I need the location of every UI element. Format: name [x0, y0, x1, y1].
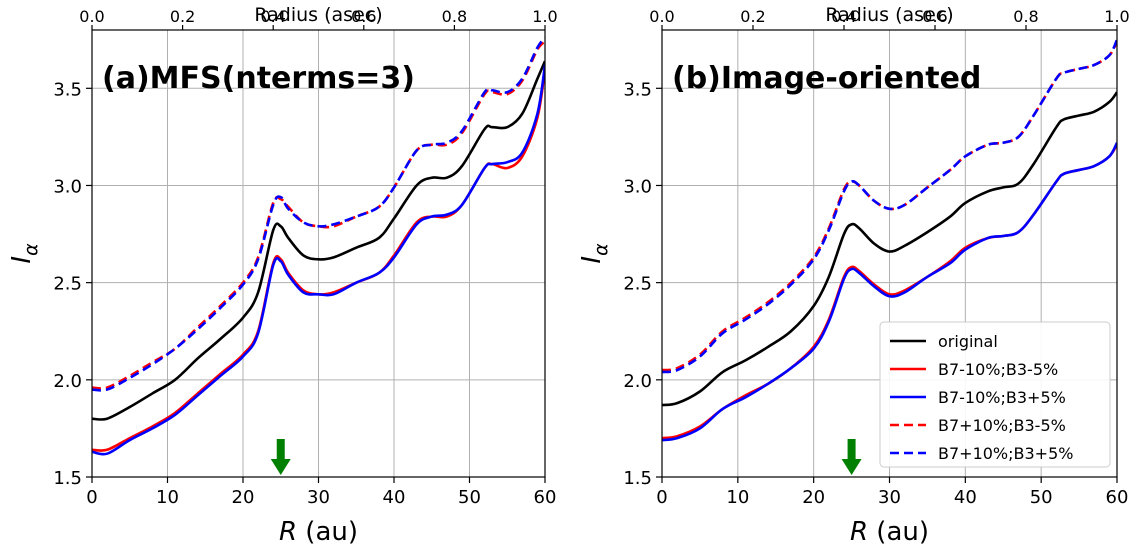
x-axis-label-unit: (au): [868, 517, 929, 547]
y-tick-label: 2.0: [53, 371, 82, 392]
x-tick-label: 50: [1030, 487, 1053, 508]
x-axis-label-unit: (au): [297, 517, 358, 547]
arrow-marker-a: [270, 439, 291, 475]
top-x-tick-label: 1.0: [532, 7, 557, 26]
top-x-tick-label: 0.8: [442, 7, 467, 26]
x-tick-label: 40: [954, 487, 977, 508]
arrow-shaft: [847, 439, 856, 461]
panel-a: 0 10 20 30 40 50 60 1.5 2.0 2.5 3.0 3.5 0.0 0.2 0.4 0.6…: [7, 4, 558, 547]
top-x-tick-label: 0.2: [740, 7, 765, 26]
x-tick-label: 20: [232, 487, 255, 508]
arrow-head: [270, 459, 291, 475]
top-axis-label-a: Radius (asec): [254, 4, 382, 26]
x-axis-label-b: R (au): [850, 517, 929, 547]
y-axis-label-b: Iα: [577, 243, 612, 264]
panel-title-b: (b)Image-oriented: [672, 61, 981, 96]
legend-label-3: B7-10%;B3+5%: [938, 388, 1066, 407]
y-tick-label: 1.5: [53, 468, 82, 489]
y-axis-label-a: Iα: [7, 243, 42, 264]
y-axis-label-symbol: I: [577, 256, 607, 264]
x-tick-label: 0: [656, 487, 667, 508]
x-axis-label-symbol: R: [850, 517, 868, 547]
series-group-a: [92, 36, 545, 456]
arrow-head: [841, 459, 862, 475]
series-line-3: [662, 142, 1117, 442]
panel-b: 0 10 20 30 40 50 60 1.5 2.0 2.5 3.0 3.5 0.0 0.2 0.4 0.6…: [577, 4, 1130, 547]
x-tick-label: 40: [383, 487, 406, 508]
top-x-tick-label: 0.6: [351, 7, 376, 26]
x-axis-label-a: R (au): [279, 517, 358, 547]
top-x-tick-label: 0.0: [79, 7, 104, 26]
x-tick-label: 60: [1106, 487, 1129, 508]
x-tick-label: 0: [86, 487, 97, 508]
series-line-3: [92, 64, 545, 456]
y-tick-label: 2.5: [623, 274, 652, 295]
y-tick-label: 2.5: [53, 274, 82, 295]
top-x-tick-label: 1.0: [1104, 7, 1129, 26]
series-group-b: [662, 39, 1117, 442]
top-axis-label-b: Radius (asec): [825, 4, 953, 26]
series-line-5: [662, 39, 1117, 374]
legend-label-4: B7+10%;B3-5%: [938, 416, 1066, 435]
arrow-marker-b: [841, 439, 862, 475]
top-x-tick-label: 0.6: [922, 7, 947, 26]
top-x-tick-label: 0.8: [1013, 7, 1038, 26]
y-tick-label: 3.5: [623, 79, 652, 100]
x-tick-label: 50: [458, 487, 481, 508]
y-axis-label-symbol: I: [7, 256, 37, 264]
top-x-tick-label: 0.4: [260, 7, 285, 26]
y-tick-label: 3.0: [623, 176, 652, 197]
top-x-tick-label: 0.0: [649, 7, 674, 26]
series-line-1: [662, 91, 1117, 407]
legend-box: [879, 321, 1111, 468]
series-line-4: [662, 41, 1117, 372]
x-axis-label-symbol: R: [279, 517, 297, 547]
ticks-b: 0 10 20 30 40 50 60 1.5 2.0 2.5 3.0 3.5 0.0 0.2 0.4 0.6…: [623, 7, 1129, 508]
legend-label-5: B7+10%;B3+5%: [938, 444, 1073, 463]
x-tick-label: 30: [878, 487, 901, 508]
x-tick-label: 30: [307, 487, 330, 508]
arrow-shaft: [276, 439, 285, 461]
y-tick-label: 1.5: [623, 468, 652, 489]
series-line-1: [92, 60, 545, 421]
y-tick-label: 3.0: [53, 176, 82, 197]
series-line-5: [92, 36, 545, 392]
top-x-tick-label: 0.2: [170, 7, 195, 26]
x-tick-label: 10: [156, 487, 179, 508]
y-axis-label-subscript: α: [590, 243, 612, 256]
legend-label-1: original: [938, 332, 998, 351]
y-tick-label: 2.0: [623, 371, 652, 392]
y-tick-label: 3.5: [53, 79, 82, 100]
panel-title-a: (a)MFS(nterms=3): [102, 61, 415, 96]
y-axis-label-subscript: α: [20, 243, 42, 256]
legend: original B7-10%;B3-5% B7-10%;B3+5% B7+10%;B…: [879, 321, 1111, 468]
top-x-tick-label: 0.4: [831, 7, 856, 26]
legend-label-2: B7-10%;B3-5%: [938, 360, 1058, 379]
gridlines-a: [91, 30, 546, 478]
x-tick-label: 60: [534, 487, 557, 508]
x-tick-label: 10: [726, 487, 749, 508]
ticks-a: 0 10 20 30 40 50 60 1.5 2.0 2.5 3.0 3.5 0.0 0.2 0.4 0.6…: [53, 7, 557, 508]
x-tick-label: 20: [802, 487, 825, 508]
